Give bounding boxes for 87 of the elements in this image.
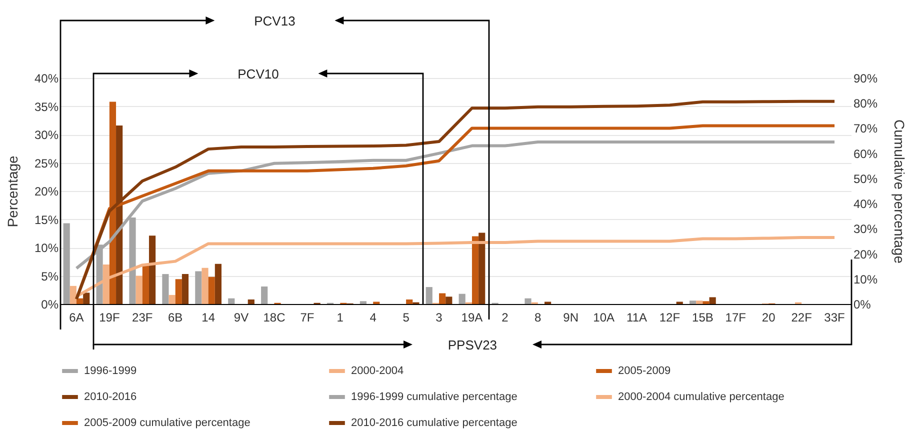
annotation: PCV10 [238, 66, 279, 82]
bar [696, 300, 703, 304]
x-tick-label: 22F [791, 310, 812, 324]
bar [406, 299, 413, 304]
x-tick-label: 6A [69, 310, 84, 324]
bar [524, 298, 532, 304]
legend-label: 1996-1999 cumulative percentage [351, 391, 518, 403]
bar [63, 223, 70, 304]
x-tick-label: 18C [263, 310, 286, 324]
y-tick-label: 40% [34, 72, 59, 86]
y2-tick-label: 0% [854, 298, 872, 312]
y-axis-title: Percentage [4, 155, 20, 228]
y-tick-label: 20% [34, 184, 59, 198]
bar [709, 297, 716, 304]
bar [261, 286, 268, 304]
x-tick-label: 10A [593, 310, 614, 324]
y2-tick-label: 10% [854, 272, 878, 286]
bar [168, 294, 176, 304]
bar [478, 232, 486, 304]
bar [162, 274, 169, 304]
x-tick-label: 14 [202, 310, 216, 324]
legend-label: 1996-1999 [84, 365, 137, 377]
legend-label: 2000-2004 [351, 365, 404, 377]
bar [195, 271, 202, 304]
bar [360, 301, 367, 304]
y-tick-label: 30% [34, 128, 59, 142]
y-tick-label: 15% [34, 212, 59, 227]
bar [439, 293, 446, 304]
x-tick-label: 11A [626, 310, 648, 324]
bar [472, 236, 479, 304]
legend-label: 2005-2009 cumulative percentage [84, 417, 250, 429]
y-tick-label: 10% [34, 241, 59, 255]
y2-tick-label: 20% [854, 247, 878, 262]
y2-tick-label: 80% [854, 96, 878, 111]
legend-label: 2005-2009 [618, 365, 671, 377]
x-tick-label: 4 [370, 310, 377, 324]
y2-tick-label: 60% [854, 146, 878, 161]
x-tick-label: 12F [659, 310, 680, 324]
legend-label: 2010-2016 cumulative percentage [351, 417, 518, 429]
legend-label: 2010-2016 [84, 391, 137, 403]
legend-label: 2000-2004 cumulative percentage [618, 391, 784, 403]
x-tick-label: 9N [563, 310, 579, 324]
bar [214, 264, 222, 304]
x-tick-label: 9V [234, 310, 249, 324]
bar [148, 236, 156, 304]
y2-tick-label: 40% [854, 197, 878, 212]
bar [175, 279, 182, 304]
x-tick-label: 19F [99, 310, 120, 324]
y2-axis-title: Cumulative percentage [892, 120, 908, 264]
x-tick-label: 7F [300, 310, 314, 324]
bar [690, 300, 696, 304]
bar [426, 287, 432, 304]
y-tick-label: 0% [41, 298, 59, 312]
bar [446, 296, 452, 304]
y-tick-label: 25% [34, 156, 59, 170]
x-tick-label: 5 [402, 310, 410, 324]
x-tick-label: 23F [132, 310, 153, 324]
bar [142, 266, 149, 304]
x-tick-label: 19A [461, 310, 483, 324]
bar [248, 299, 254, 304]
y2-tick-label: 30% [854, 222, 878, 236]
bar [208, 276, 215, 304]
text: PCV13 [254, 14, 296, 28]
y2-tick-label: 50% [854, 172, 878, 186]
x-tick-label: 6B [168, 310, 183, 324]
bar [70, 286, 76, 304]
x-tick-label: 17F [725, 310, 746, 324]
y-tick-label: 5% [41, 269, 59, 284]
bar [702, 301, 710, 304]
bar [182, 274, 189, 304]
x-tick-label: 1 [336, 310, 344, 324]
x-tick-label: 15B [692, 310, 714, 324]
x-tick-label: 20 [762, 310, 776, 324]
text: PPSV23 [448, 338, 498, 352]
y2-tick-label: 70% [854, 122, 878, 136]
bar [458, 294, 466, 304]
x-tick-label: 8 [534, 310, 542, 324]
y2-tick-label: 90% [854, 72, 878, 86]
x-tick-label: 3 [436, 310, 443, 324]
bar [136, 276, 142, 304]
bar [83, 292, 90, 304]
bar [202, 268, 208, 304]
bar [76, 298, 84, 304]
bar [228, 298, 235, 304]
y-tick-label: 35% [34, 100, 59, 114]
x-tick-label: 2 [502, 310, 509, 324]
x-tick-label: 33F [824, 310, 845, 324]
